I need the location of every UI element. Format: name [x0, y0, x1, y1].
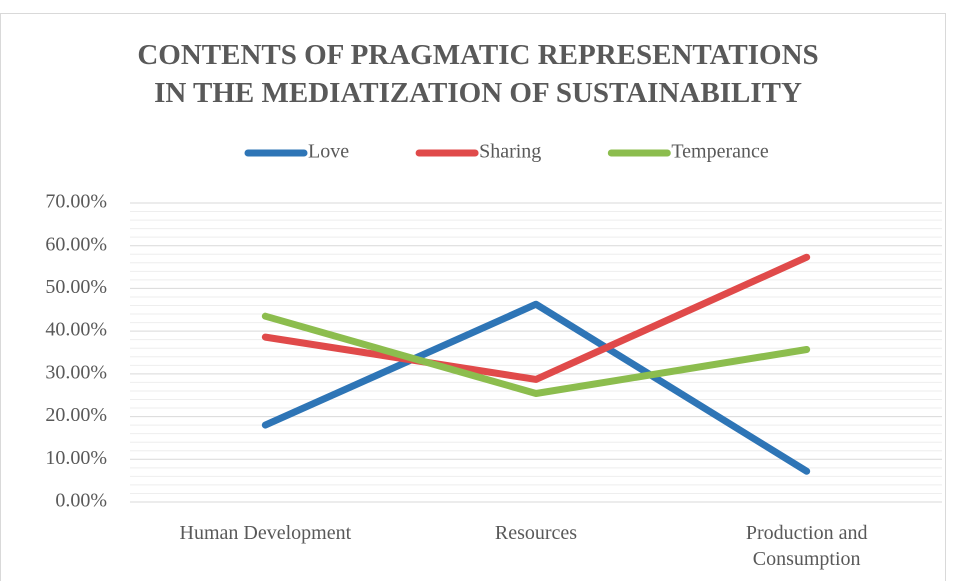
chart-title: CONTENTS OF PRAGMATIC REPRESENTATIONS IN… [137, 39, 819, 109]
data-line [261, 253, 811, 383]
y-tick-label: 70.00% [45, 191, 107, 213]
data-line [261, 312, 811, 398]
x-tick-label: Resources [494, 522, 578, 544]
data-line [261, 300, 811, 475]
legend-label: Sharing [479, 141, 541, 163]
y-tick-label: 10.00% [45, 447, 107, 469]
y-tick-label: 30.00% [45, 361, 107, 383]
y-tick-label: 20.00% [45, 404, 107, 426]
x-tick-label: Human Development [179, 522, 352, 544]
x-tick-label: Production and Consumption [745, 522, 868, 570]
y-tick-label: 60.00% [45, 233, 107, 255]
y-tick-label: 40.00% [45, 319, 107, 341]
legend-label: Love [308, 141, 349, 163]
y-tick-label: 0.00% [55, 490, 107, 512]
chart-frame [0, 13, 946, 581]
y-tick-label: 50.00% [45, 276, 107, 298]
legend-label: Temperance [671, 141, 769, 163]
